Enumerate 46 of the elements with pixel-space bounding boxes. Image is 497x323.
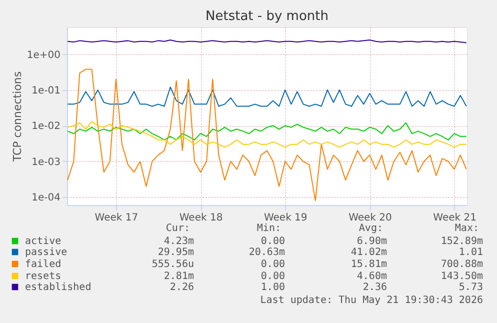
y-tick-label: 1e+00: [26, 50, 60, 61]
text: 2.26: [170, 282, 194, 293]
text: 4.60m: [356, 271, 387, 282]
line-series: [67, 86, 467, 107]
x-tick-label: Week 18: [179, 212, 223, 224]
text: 41.02m: [350, 247, 387, 258]
text: 6.90m: [356, 236, 387, 247]
text: 2.81m: [164, 271, 194, 282]
text: 152.89m: [440, 236, 483, 247]
text: 555.56u: [152, 259, 194, 270]
text: 5.73: [458, 282, 483, 293]
y-axis-title: TCP connections: [10, 71, 24, 163]
x-tick-label: Week 20: [348, 212, 392, 224]
text: 15.81m: [350, 259, 387, 270]
y-tick-label: 1e-02: [32, 121, 60, 132]
x-tick-label: Week 17: [94, 212, 138, 224]
y-tick-label: 1e-04: [32, 192, 60, 204]
text: 20.63m: [248, 247, 285, 258]
legend-label: active: [25, 236, 62, 247]
text: 143.50m: [440, 271, 483, 282]
text: 0.00: [260, 259, 285, 270]
text: 29.95m: [158, 247, 194, 258]
y-tick-label: 1e-03: [32, 156, 60, 168]
text: 4.23m: [164, 236, 194, 247]
text: 1.00: [260, 282, 285, 293]
text: 0.00: [260, 271, 285, 282]
legend-label: failed: [25, 259, 62, 270]
chart-title: Netstat - by month: [206, 9, 328, 24]
line-series: [67, 68, 467, 202]
text: Min:: [256, 223, 281, 234]
text: Avg:: [358, 223, 383, 234]
legend-label: passive: [25, 247, 68, 258]
line-series: [67, 122, 467, 140]
text: 700.88m: [440, 259, 483, 270]
x-tick-label: Week 19: [264, 212, 308, 224]
legend-label: resets: [25, 271, 62, 282]
text: Max:: [454, 223, 479, 234]
legend-label: established: [25, 282, 92, 293]
text: 0.00: [260, 236, 285, 247]
text: 2.36: [362, 282, 387, 293]
x-tick-label: Week 21: [433, 212, 476, 224]
text: 1.01: [458, 247, 483, 258]
line-series: [67, 121, 467, 148]
y-tick-label: 1e-01: [32, 85, 60, 96]
text: Cur:: [166, 223, 190, 234]
text: Last update: Thu May 21 19:30:43 2026: [260, 295, 483, 306]
